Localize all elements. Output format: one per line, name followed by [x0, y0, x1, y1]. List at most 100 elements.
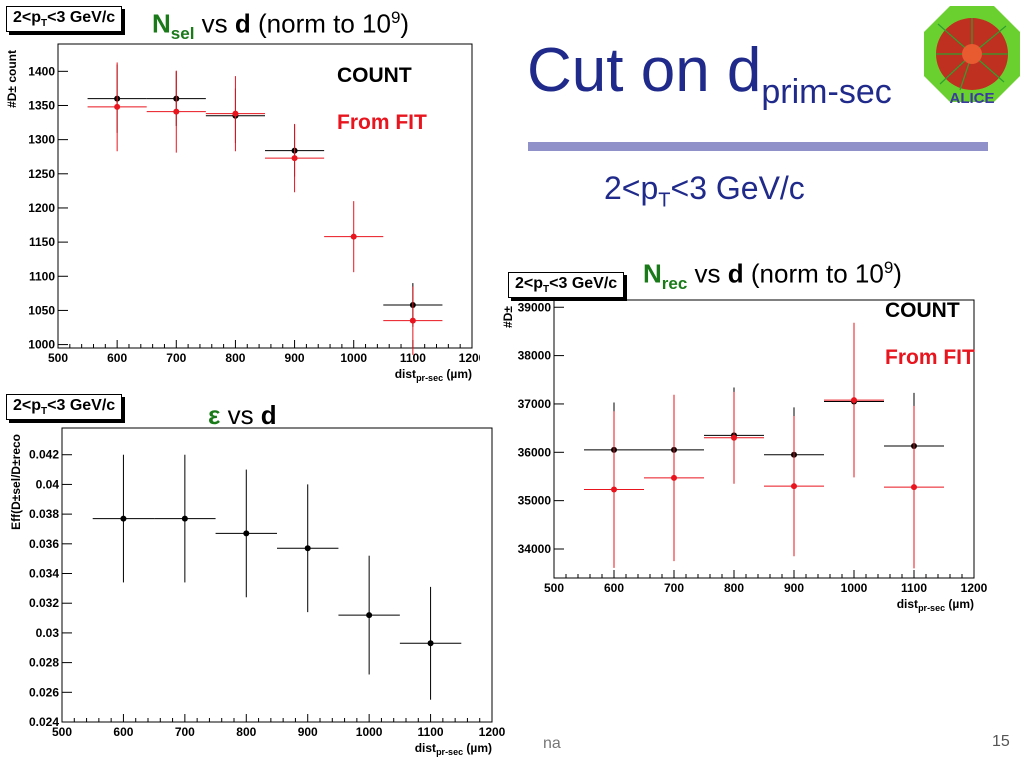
nsel-ytick-label: 1250 — [28, 167, 55, 181]
nsel-fit-label: From FIT — [337, 111, 427, 134]
nrec-xtick-label: 600 — [604, 581, 624, 595]
nsel-point — [350, 233, 357, 240]
eff-chart: 500 600 700 800 900 1000 1100 1200 0.024 0.026 0.0… — [0, 420, 505, 768]
nsel-series-1 — [87, 62, 443, 355]
nsel-ytick-label: 1400 — [28, 64, 55, 78]
nrec-ytick-label: 39000 — [518, 300, 552, 314]
nrec-pt-box: 2<pT<3 GeV/c — [508, 272, 625, 299]
eff-point — [243, 530, 250, 537]
nrec-point — [611, 486, 617, 493]
nrec-count-label: COUNT — [885, 299, 960, 322]
eff-xtick-label: 700 — [175, 725, 195, 739]
nsel-xtick-label: 500 — [48, 351, 68, 365]
eff-xlabel: distpr-sec (µm) — [415, 741, 492, 757]
nrec-xtick-label: 700 — [664, 581, 684, 595]
nrec-ytick-label: 34000 — [518, 542, 552, 556]
nrec-plot: 500 600 700 800 900 1000 1100 1200 34000 35000 360… — [501, 299, 988, 613]
svg-text:ALICE: ALICE — [950, 90, 995, 104]
nrec-ylabel: #D± — [501, 306, 515, 328]
eff-point — [181, 515, 188, 522]
nsel-plot: 500 600 700 800 900 1000 1100 1200 1000 1050 1100 1… — [5, 43, 480, 383]
eff-ytick-label: 0.03 — [36, 626, 60, 640]
eff-xtick-label: 900 — [298, 725, 318, 739]
eff-frame — [61, 427, 493, 723]
nsel-ytick-label: 1200 — [28, 201, 55, 215]
eff-ytick-label: 0.028 — [29, 656, 59, 670]
eff-point — [304, 545, 311, 552]
nrec-ytick-label: 36000 — [518, 445, 552, 459]
nsel-ytick-label: 1300 — [28, 133, 55, 147]
nrec-point — [671, 474, 677, 481]
eff-xtick-label: 600 — [113, 725, 133, 739]
pt-range-subtitle: 2<pT<3 GeV/c — [604, 170, 805, 212]
nsel-pt-box: 2<pT<3 GeV/c — [6, 6, 123, 33]
nsel-ytick-label: 1150 — [29, 235, 55, 249]
eff-point — [366, 612, 373, 619]
eff-heading: ε vs d — [208, 400, 277, 430]
eff-ytick-label: 0.036 — [29, 537, 59, 551]
nsel-point — [173, 108, 180, 115]
eff-xtick-label: 800 — [236, 725, 256, 739]
nsel-heading: Nsel vs d (norm to 109) — [152, 8, 410, 43]
eff-plot: 500 600 700 800 900 1000 1100 1200 0.024 0.026 0.0… — [9, 427, 505, 757]
eff-ylabel: Eff(D±sel/D±reco — [9, 434, 23, 530]
nsel-point — [232, 110, 239, 117]
eff-pt-box: 2<pT<3 GeV/c — [6, 394, 123, 421]
footer-text: na — [543, 735, 561, 752]
nsel-xtick-label: 1200 — [459, 351, 480, 365]
nsel-xtick-label: 1000 — [340, 351, 367, 365]
nsel-point — [291, 155, 298, 162]
title-rule — [528, 142, 988, 151]
nsel-ytick-label: 1350 — [28, 98, 55, 112]
nsel-xlabel: distpr-sec (µm) — [395, 367, 472, 383]
nrec-point — [911, 484, 917, 491]
nsel-xtick-label: 700 — [166, 351, 186, 365]
eff-ytick-label: 0.04 — [36, 477, 60, 491]
nsel-xtick-label: 900 — [285, 351, 305, 365]
nrec-point — [731, 434, 737, 441]
nrec-xtick-label: 500 — [544, 581, 564, 595]
eff-ytick-label: 0.026 — [29, 685, 59, 699]
nsel-frame — [57, 43, 473, 349]
eff-ytick-label: 0.042 — [29, 448, 59, 462]
page-number: 15 — [992, 733, 1010, 750]
nsel-xtick-label: 800 — [225, 351, 245, 365]
eff-ytick-label: 0.024 — [29, 715, 59, 729]
nrec-chart: 500 600 700 800 900 1000 1100 1200 34000 35000 360… — [500, 296, 990, 616]
nrec-ytick-label: 37000 — [518, 397, 552, 411]
alice-logo: ALICE — [924, 6, 1020, 104]
nrec-frame — [553, 299, 975, 579]
nrec-heading: Nrec vs d (norm to 109) — [643, 258, 902, 293]
nrec-series-1 — [584, 322, 944, 569]
nrec-xtick-label: 800 — [724, 581, 744, 595]
nrec-xtick-label: 900 — [784, 581, 804, 595]
nsel-point — [114, 103, 121, 110]
nsel-ylabel: #D± count — [5, 50, 19, 108]
nrec-xlabel: distpr-sec (µm) — [897, 597, 974, 613]
nrec-fit-label: From FIT — [885, 346, 975, 369]
nsel-count-label: COUNT — [337, 64, 412, 87]
nrec-xtick-label: 1000 — [841, 581, 868, 595]
nrec-xtick-label: 1100 — [901, 581, 927, 595]
slide-title: Cut on dprim-sec — [527, 36, 892, 111]
eff-point — [120, 515, 127, 522]
nsel-chart: 500 600 700 800 900 1000 1100 1200 1000 1050 1100 1… — [0, 40, 480, 385]
nrec-point — [851, 397, 857, 404]
eff-xtick-label: 1100 — [418, 725, 444, 739]
nsel-xtick-label: 600 — [107, 351, 127, 365]
nsel-ytick-label: 1050 — [28, 303, 55, 317]
nrec-ytick-label: 38000 — [518, 349, 552, 363]
eff-series-0 — [92, 454, 462, 700]
nrec-point — [791, 483, 797, 490]
eff-point — [427, 640, 434, 647]
eff-ytick-label: 0.038 — [29, 507, 59, 521]
eff-ytick-label: 0.034 — [29, 567, 59, 581]
nrec-xtick-label: 1200 — [961, 581, 988, 595]
nsel-point — [409, 317, 416, 324]
eff-xtick-label: 500 — [52, 725, 72, 739]
eff-xtick-label: 1200 — [479, 725, 505, 739]
nrec-ytick-label: 35000 — [518, 494, 552, 508]
nsel-ytick-label: 1000 — [28, 338, 55, 352]
eff-xtick-label: 1000 — [356, 725, 383, 739]
eff-ytick-label: 0.032 — [29, 596, 59, 610]
